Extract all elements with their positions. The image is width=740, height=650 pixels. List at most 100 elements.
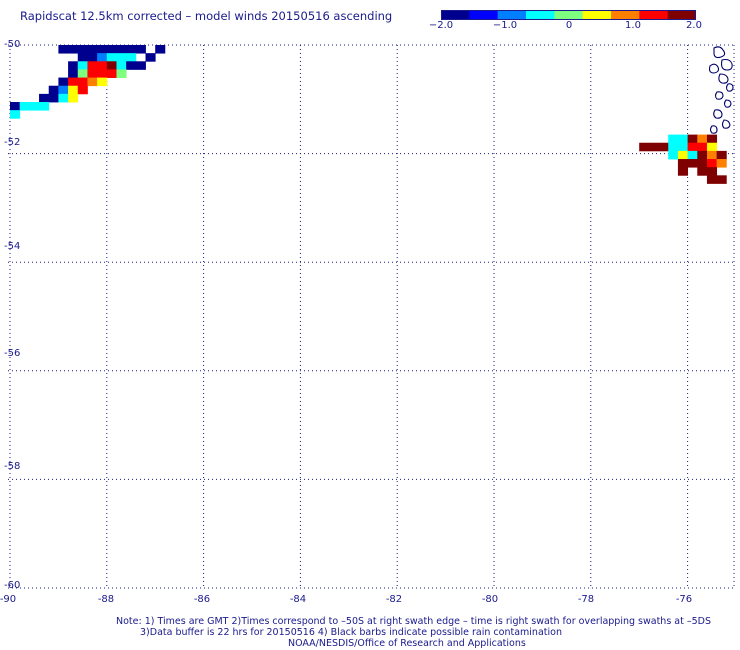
swath-cell	[668, 150, 679, 160]
swath-cell	[97, 53, 108, 62]
swath-cell	[677, 134, 688, 144]
colorbar-tick-label: 0	[565, 20, 573, 31]
colorbar-segment	[526, 10, 555, 20]
swath-cell	[87, 53, 98, 62]
coastline	[708, 46, 734, 134]
swath-cell	[68, 93, 79, 103]
swath-cell	[106, 53, 117, 62]
swath-cell	[648, 142, 659, 152]
lon-label: -86	[193, 594, 211, 605]
swath-cell	[706, 150, 718, 160]
swath-cell	[126, 45, 137, 54]
swath-cell	[126, 61, 137, 70]
coastline-segment	[708, 63, 720, 74]
swath-cell	[135, 61, 146, 70]
swath-cell	[677, 150, 688, 160]
swath-cell	[68, 77, 79, 87]
swath-cell	[106, 69, 117, 78]
swath-cell	[68, 69, 79, 78]
swath-cell	[677, 167, 688, 176]
colorbar-tick-label: −2.0	[428, 20, 454, 31]
swath-cell	[716, 159, 727, 168]
colorbar-tick-label: −1.0	[492, 20, 518, 31]
lat-label: -52	[4, 137, 21, 148]
swath-cell	[706, 175, 718, 184]
colorbar-segment	[441, 10, 470, 20]
swath-cell	[677, 159, 688, 168]
swath-cell	[126, 53, 137, 62]
coastline-segment	[714, 91, 724, 100]
footnote-line: Note: 1) Times are GMT 2)Times correspon…	[116, 616, 712, 627]
coastline-segment	[709, 125, 718, 134]
lat-label: -60	[4, 580, 21, 591]
swath-cell	[10, 102, 21, 111]
swath-cell	[687, 159, 698, 168]
colorbar-segment	[497, 10, 527, 20]
swath-cell	[19, 102, 30, 111]
colorbar-tick-label: 1.0	[625, 20, 641, 31]
swath-cell	[97, 77, 108, 87]
lat-label: -56	[4, 348, 21, 359]
swath-cell	[697, 159, 708, 168]
swath-cell	[116, 61, 127, 70]
lat-label: -58	[4, 461, 21, 472]
swath-cell	[706, 142, 718, 152]
swath-cell	[677, 142, 688, 152]
swath-cell	[87, 45, 98, 54]
lon-label: -84	[289, 594, 307, 605]
swath-cell	[97, 61, 108, 70]
swath-cell	[706, 167, 718, 176]
swath-cell	[716, 175, 727, 184]
swath-cell	[668, 134, 679, 144]
swath-cell	[39, 102, 50, 111]
swath-cell	[706, 134, 718, 144]
swath-cell	[58, 45, 69, 54]
swath-cell	[58, 85, 69, 95]
footnote-line: NOAA/NESDIS/Office of Research and Appli…	[288, 638, 526, 649]
colorbar-segment	[667, 10, 696, 20]
swath-cell	[77, 85, 88, 95]
swath-cell	[116, 69, 127, 78]
swath-cell	[716, 150, 727, 160]
swath-cell	[106, 45, 117, 54]
colorbar-segment	[554, 10, 584, 20]
swath-cell	[48, 85, 59, 95]
swath-cell	[697, 134, 708, 144]
swath-cell	[48, 93, 59, 103]
footnote-line: 3)Data buffer is 22 hrs for 20150516 4) …	[140, 627, 562, 638]
map-title: Rapidscat 12.5km corrected – model winds…	[20, 9, 393, 23]
lon-label: -90	[0, 594, 17, 605]
swath-cell	[658, 142, 669, 152]
swath-cell	[68, 85, 79, 95]
coastline-segment	[713, 46, 726, 59]
colorbar-frame	[441, 10, 696, 20]
swath-cell	[706, 159, 718, 168]
swath-cell	[97, 45, 108, 54]
swath-cell	[87, 69, 98, 78]
swath-cell	[68, 45, 79, 54]
swath-cell	[29, 102, 40, 111]
coastline-segment	[721, 119, 731, 129]
colorbar-segment	[469, 10, 499, 20]
coastline-segment	[723, 99, 732, 108]
coastline-segment	[721, 58, 733, 71]
swath-cell	[687, 142, 698, 152]
colorbar-segment	[582, 10, 612, 20]
swath-cell	[10, 110, 21, 119]
swath-cell	[68, 61, 79, 70]
swath-cell	[87, 77, 98, 87]
swath-cell	[639, 142, 650, 152]
lat-label: -54	[4, 241, 21, 252]
map-plot-area	[8, 44, 735, 589]
swath-cell	[697, 167, 708, 176]
swath-cell	[39, 93, 50, 103]
coastline-segment	[713, 109, 723, 119]
swath-cell	[106, 61, 117, 70]
coastline-segment	[718, 73, 729, 84]
swath-cell	[77, 45, 88, 54]
swath-cell	[116, 45, 127, 54]
swath-cell	[77, 77, 88, 87]
wind-difference-swath	[10, 45, 727, 184]
swath-cell	[668, 142, 679, 152]
gridlines	[8, 44, 735, 589]
